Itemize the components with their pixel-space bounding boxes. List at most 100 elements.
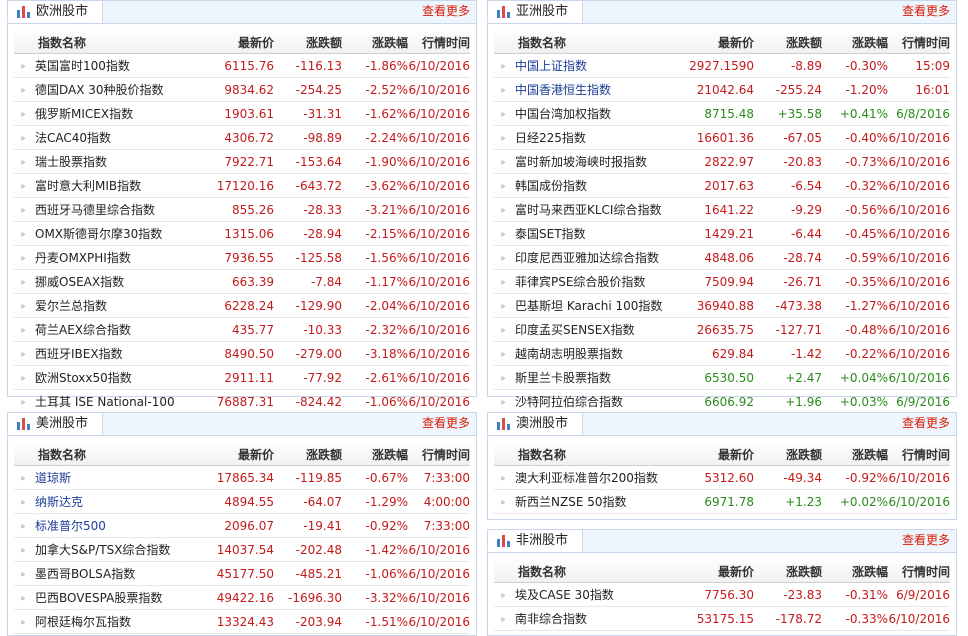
table-row[interactable]: » 埃及CASE 30指数 7756.30 -23.83 -0.31% 6/9/2016	[494, 582, 950, 607]
index-name-label[interactable]: 巴西BOVESPA股票指数	[35, 591, 163, 605]
index-name-label[interactable]: 西班牙IBEX指数	[35, 347, 123, 361]
table-row[interactable]: » 俄罗斯MICEX指数 1903.61 -31.31 -1.62% 6/10/2016	[14, 101, 470, 126]
table-row[interactable]: » 沙特阿拉伯综合指数 6606.92 +1.96 +0.03% 6/9/2016	[494, 389, 950, 414]
index-name-label[interactable]: 荷兰AEX综合指数	[35, 323, 132, 337]
index-name[interactable]: » OMX斯德哥尔摩30指数	[14, 221, 204, 246]
index-name-label[interactable]: 埃及CASE 30指数	[515, 588, 614, 602]
table-row[interactable]: » 道琼斯 17865.34 -119.85 -0.67% 7:33:00	[14, 465, 470, 490]
index-name[interactable]: » 土耳其 ISE National-100	[14, 389, 204, 414]
panel-tab[interactable]: 非洲股市	[487, 529, 584, 552]
index-name[interactable]: » 斯里兰卡股票指数	[494, 365, 684, 390]
panel-tab[interactable]: 亚洲股市	[487, 0, 584, 23]
table-row[interactable]: » 新西兰NZSE 50指数 6971.78 +1.23 +0.02% 6/10/2016	[494, 489, 950, 514]
table-row[interactable]: » 德国DAX 30种股价指数 9834.62 -254.25 -2.52% 6/10/2…	[14, 77, 470, 102]
index-name[interactable]: » 瑞士股票指数	[14, 149, 204, 174]
index-name[interactable]: » 挪威OSEAX指数	[14, 269, 204, 294]
index-name-label[interactable]: 泰国SET指数	[515, 227, 586, 241]
index-name-label[interactable]: 富时意大利MIB指数	[35, 179, 142, 193]
table-row[interactable]: » 巴西BOVESPA股票指数 49422.16 -1696.30 -3.32% 6/10…	[14, 585, 470, 610]
index-name-label[interactable]: 丹麦OMXPHI指数	[35, 251, 131, 265]
index-name-label[interactable]: 巴基斯坦 Karachi 100指数	[515, 299, 663, 313]
index-name[interactable]: » 泰国SET指数	[494, 221, 684, 246]
index-name-label[interactable]: 富时马来西亚KLCI综合指数	[515, 203, 662, 217]
index-name[interactable]: » 法CAC40指数	[14, 125, 204, 150]
table-row[interactable]: » 菲律宾PSE综合股价指数 7509.94 -26.71 -0.35% 6/10/201…	[494, 269, 950, 294]
table-row[interactable]: » 斯里兰卡股票指数 6530.50 +2.47 +0.04% 6/10/2016	[494, 365, 950, 390]
index-name-label[interactable]: 印度孟买SENSEX指数	[515, 323, 635, 337]
index-name-label[interactable]: 墨西哥BOLSA指数	[35, 567, 136, 581]
table-row[interactable]: » 法CAC40指数 4306.72 -98.89 -2.24% 6/10/2016	[14, 125, 470, 150]
index-name-label[interactable]: 德国DAX 30种股价指数	[35, 83, 164, 97]
table-row[interactable]: » 丹麦OMXPHI指数 7936.55 -125.58 -1.56% 6/10/2016	[14, 245, 470, 270]
index-name-label[interactable]: 越南胡志明股票指数	[515, 347, 624, 361]
index-name-label[interactable]: 阿根廷梅尔瓦指数	[35, 615, 132, 629]
table-row[interactable]: » 挪威OSEAX指数 663.39 -7.84 -1.17% 6/10/2016	[14, 269, 470, 294]
index-name[interactable]: » 欧洲Stoxx50指数	[14, 365, 204, 390]
index-name[interactable]: » 越南胡志明股票指数	[494, 341, 684, 366]
table-row[interactable]: » 泰国SET指数 1429.21 -6.44 -0.45% 6/10/2016	[494, 221, 950, 246]
index-name-label[interactable]: 挪威OSEAX指数	[35, 275, 125, 289]
index-name-label[interactable]: 菲律宾PSE综合股价指数	[515, 275, 646, 289]
index-name-label[interactable]: 道琼斯	[35, 471, 72, 485]
index-name[interactable]: » 澳大利亚标准普尔200指数	[494, 465, 684, 490]
table-row[interactable]: » 加拿大S&P/TSX综合指数 14037.54 -202.48 -1.42% 6/10…	[14, 537, 470, 562]
index-name[interactable]: » 英国富时100指数	[14, 53, 204, 78]
index-name[interactable]: » 西班牙马德里综合指数	[14, 197, 204, 222]
table-row[interactable]: » 爱尔兰总指数 6228.24 -129.90 -2.04% 6/10/2016	[14, 293, 470, 318]
index-name[interactable]: » 印度尼西亚雅加达综合指数	[494, 245, 684, 270]
index-name-label[interactable]: 欧洲Stoxx50指数	[35, 371, 132, 385]
table-row[interactable]: » 韩国成份指数 2017.63 -6.54 -0.32% 6/10/2016	[494, 173, 950, 198]
panel-tab[interactable]: 澳洲股市	[487, 412, 584, 435]
index-name-label[interactable]: 中国台湾加权指数	[515, 107, 612, 121]
view-more-link[interactable]: 查看更多	[901, 416, 950, 430]
table-row[interactable]: » 纳斯达克 4894.55 -64.07 -1.29% 4:00:00	[14, 489, 470, 514]
view-more-link[interactable]: 查看更多	[421, 416, 470, 430]
index-name-label[interactable]: 南非综合指数	[515, 612, 588, 626]
table-row[interactable]: » 瑞士股票指数 7922.71 -153.64 -1.90% 6/10/2016	[14, 149, 470, 174]
table-row[interactable]: » 澳大利亚标准普尔200指数 5312.60 -49.34 -0.92% 6/10/20…	[494, 465, 950, 490]
view-more-link[interactable]: 查看更多	[901, 4, 950, 18]
table-row[interactable]: » 印度孟买SENSEX指数 26635.75 -127.71 -0.48% 6/10/2…	[494, 317, 950, 342]
panel-tab[interactable]: 美洲股市	[7, 412, 104, 435]
view-more-link[interactable]: 查看更多	[901, 533, 950, 547]
table-row[interactable]: » 富时新加坡海峡时报指数 2822.97 -20.83 -0.73% 6/10/2016	[494, 149, 950, 174]
table-row[interactable]: » 墨西哥BOLSA指数 45177.50 -485.21 -1.06% 6/10/201…	[14, 561, 470, 586]
table-row[interactable]: » 越南胡志明股票指数 629.84 -1.42 -0.22% 6/10/2016	[494, 341, 950, 366]
index-name-label[interactable]: 澳大利亚标准普尔200指数	[515, 471, 658, 485]
index-name-label[interactable]: 土耳其 ISE National-100	[35, 395, 175, 409]
table-row[interactable]: » 中国上证指数 2927.1590 -8.89 -0.30% 15:09	[494, 53, 950, 78]
table-row[interactable]: » 阿根廷梅尔瓦指数 13324.43 -203.94 -1.51% 6/10/2016	[14, 609, 470, 634]
table-row[interactable]: » 中国香港恒生指数 21042.64 -255.24 -1.20% 16:01	[494, 77, 950, 102]
index-name[interactable]: » 中国香港恒生指数	[494, 77, 684, 102]
panel-tab[interactable]: 欧洲股市	[7, 0, 104, 23]
index-name[interactable]: » 菲律宾PSE综合股价指数	[494, 269, 684, 294]
index-name[interactable]: » 中国台湾加权指数	[494, 101, 684, 126]
index-name-label[interactable]: 纳斯达克	[35, 495, 84, 509]
index-name[interactable]: » 墨西哥BOLSA指数	[14, 561, 204, 586]
index-name[interactable]: » 巴西BOVESPA股票指数	[14, 585, 204, 610]
index-name-label[interactable]: 沙特阿拉伯综合指数	[515, 395, 624, 409]
table-row[interactable]: » 西班牙IBEX指数 8490.50 -279.00 -3.18% 6/10/2016	[14, 341, 470, 366]
table-row[interactable]: » 土耳其 ISE National-100 76887.31 -824.42 -1.0…	[14, 389, 470, 414]
index-name-label[interactable]: 爱尔兰总指数	[35, 299, 108, 313]
table-row[interactable]: » 标准普尔500 2096.07 -19.41 -0.92% 7:33:00	[14, 513, 470, 538]
index-name[interactable]: » 德国DAX 30种股价指数	[14, 77, 204, 102]
index-name[interactable]: » 富时新加坡海峡时报指数	[494, 149, 684, 174]
table-row[interactable]: » OMX斯德哥尔摩30指数 1315.06 -28.94 -2.15% 6/10/201…	[14, 221, 470, 246]
index-name[interactable]: » 西班牙IBEX指数	[14, 341, 204, 366]
index-name[interactable]: » 加拿大S&P/TSX综合指数	[14, 537, 204, 562]
index-name[interactable]: » 南非综合指数	[494, 606, 684, 631]
index-name[interactable]: » 日经225指数	[494, 125, 684, 150]
index-name[interactable]: » 荷兰AEX综合指数	[14, 317, 204, 342]
table-row[interactable]: » 富时意大利MIB指数 17120.16 -643.72 -3.62% 6/10/201…	[14, 173, 470, 198]
table-row[interactable]: » 印度尼西亚雅加达综合指数 4848.06 -28.74 -0.59% 6/10/201…	[494, 245, 950, 270]
index-name-label[interactable]: 标准普尔500	[35, 519, 106, 533]
table-row[interactable]: » 巴基斯坦 Karachi 100指数 36940.88 -473.38 -1.27%…	[494, 293, 950, 318]
index-name[interactable]: » 丹麦OMXPHI指数	[14, 245, 204, 270]
table-row[interactable]: » 中国台湾加权指数 8715.48 +35.58 +0.41% 6/8/2016	[494, 101, 950, 126]
table-row[interactable]: » 日经225指数 16601.36 -67.05 -0.40% 6/10/2016	[494, 125, 950, 150]
index-name[interactable]: » 埃及CASE 30指数	[494, 582, 684, 607]
index-name-label[interactable]: 中国上证指数	[515, 59, 588, 73]
index-name-label[interactable]: 新西兰NZSE 50指数	[515, 495, 627, 509]
index-name[interactable]: » 爱尔兰总指数	[14, 293, 204, 318]
